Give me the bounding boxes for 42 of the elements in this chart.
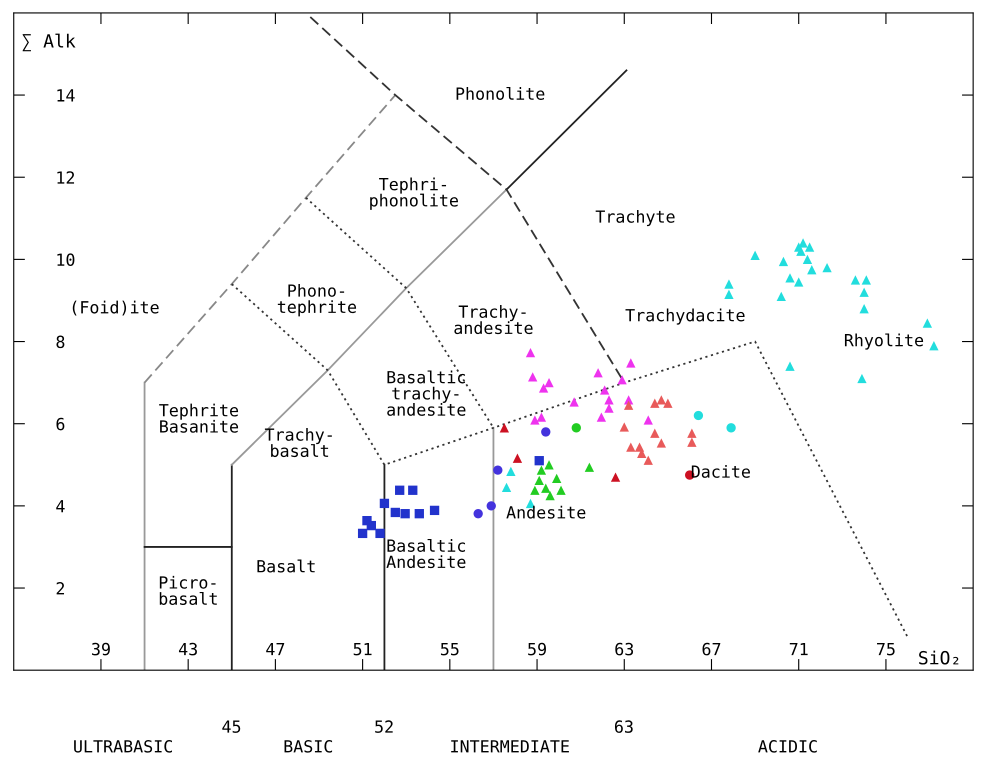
- x-tick-label: 59: [528, 642, 546, 656]
- text: 45: [222, 720, 240, 733]
- annotation: Picro- basalt: [160, 576, 217, 605]
- text: 52: [375, 720, 393, 733]
- y-axis-title: ∑ Alk: [22, 34, 76, 52]
- annotation: Trachy- basalt: [264, 428, 332, 458]
- annotation: (Foid)ite: [72, 300, 159, 316]
- x-tick-label: 47: [266, 643, 284, 656]
- x-tick-label: 63: [615, 642, 634, 656]
- text: ULTRABASIC: [74, 740, 172, 753]
- annotation: Trachydacite: [626, 308, 745, 325]
- x-tick-label: 51: [354, 643, 372, 656]
- y-tick-label: 10: [57, 253, 74, 266]
- y-tick-label: 8: [56, 336, 64, 348]
- x-tick-label: 71: [790, 643, 808, 656]
- annotation: Basalt: [257, 560, 315, 573]
- annotation: Phono- tephrite: [278, 284, 356, 316]
- x-tick-label: 43: [178, 642, 197, 656]
- y-tick-label: 4: [56, 500, 65, 512]
- text: ACIDIC: [758, 740, 817, 753]
- x-axis-title: SiO₂: [919, 650, 958, 665]
- x-tick-label: 75: [877, 643, 895, 656]
- y-tick-label: 12: [57, 171, 74, 184]
- annotation: Phonolite: [456, 86, 544, 100]
- x-tick-label: 67: [702, 642, 720, 656]
- annotation: Basaltic Andesite: [386, 538, 466, 568]
- annotation: Trachyte: [596, 210, 675, 226]
- y-tick-label: 6: [56, 418, 64, 430]
- annotation: Andesite: [506, 506, 586, 519]
- y-tick-label: 14: [57, 89, 75, 102]
- text: 63: [614, 720, 633, 733]
- annotation: Tephri- phonolite: [370, 178, 458, 210]
- annotation: Rhyolite: [844, 333, 924, 350]
- annotation: Trachy- andesite: [454, 305, 533, 334]
- annotation: Basaltic trachy- andesite: [387, 370, 466, 416]
- x-tick-label: 55: [440, 643, 459, 656]
- x-tick-label: 39: [92, 642, 110, 656]
- annotation: Tephrite Basanite: [159, 404, 238, 433]
- y-tick-label: 2: [56, 582, 64, 594]
- annotation: Dacite: [692, 464, 750, 478]
- text: INTERMEDIATE: [451, 740, 569, 752]
- text: BASIC: [284, 740, 332, 753]
